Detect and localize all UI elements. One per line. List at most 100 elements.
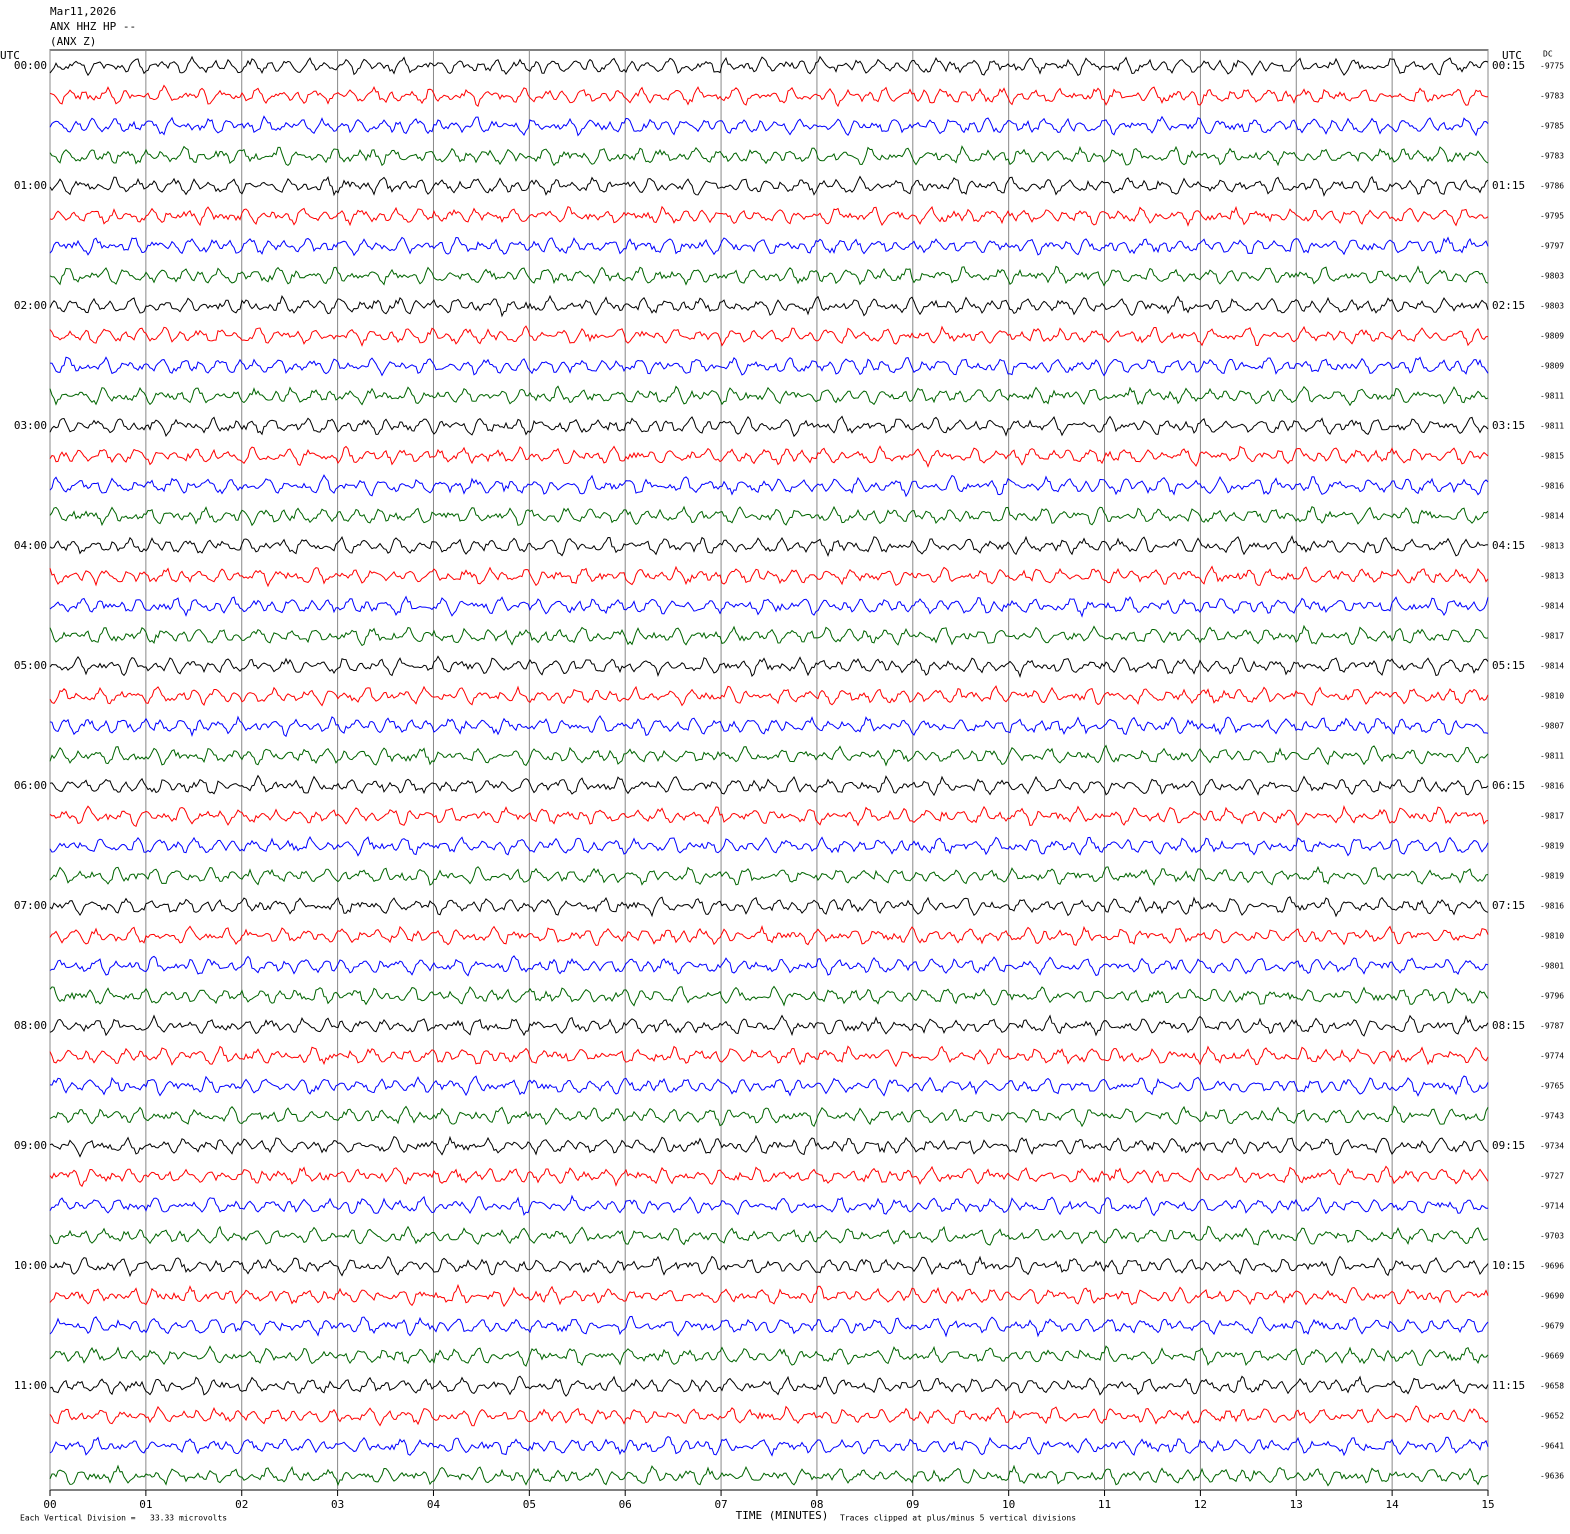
- trace: [49, 924, 1489, 947]
- x-tick-label: 04: [427, 1498, 441, 1511]
- x-tick-label: 01: [139, 1498, 152, 1511]
- trace: [49, 896, 1489, 918]
- trace: [49, 474, 1489, 498]
- dc-value: -9803: [1540, 272, 1564, 281]
- left-time: 09:00: [14, 1139, 47, 1152]
- dc-value: -9807: [1540, 722, 1564, 731]
- trace: [49, 1165, 1489, 1188]
- dc-value: -9743: [1540, 1112, 1564, 1121]
- x-tick-label: 02: [235, 1498, 248, 1511]
- trace: [49, 356, 1489, 377]
- dc-value: -9696: [1540, 1262, 1564, 1271]
- right-time: 07:15: [1492, 899, 1525, 912]
- dc-value: -9783: [1540, 92, 1564, 101]
- left-time: 06:00: [14, 779, 47, 792]
- left-time: 11:00: [14, 1379, 47, 1392]
- date: Mar11,2026: [50, 5, 116, 18]
- trace: [49, 205, 1489, 227]
- trace: [49, 985, 1489, 1007]
- dc-value: -9813: [1540, 572, 1564, 581]
- left-time: 04:00: [14, 539, 47, 552]
- trace: [49, 1225, 1489, 1246]
- x-tick-label: 09: [906, 1498, 919, 1511]
- left-time: 10:00: [14, 1259, 47, 1272]
- dc-value: -9796: [1540, 992, 1564, 1001]
- trace: [49, 565, 1489, 588]
- trace: [49, 1436, 1489, 1457]
- x-tick-label: 12: [1194, 1498, 1207, 1511]
- x-label: TIME (MINUTES): [736, 1509, 829, 1522]
- trace: [49, 265, 1489, 287]
- left-time: 03:00: [14, 419, 47, 432]
- right-label: UTC: [1502, 49, 1522, 62]
- dc-value: -9795: [1540, 212, 1564, 221]
- trace: [49, 955, 1489, 977]
- dc-value: -9785: [1540, 122, 1564, 131]
- dc-value: -9801: [1540, 962, 1564, 971]
- trace: [49, 744, 1489, 767]
- trace: [49, 415, 1489, 438]
- right-time: 02:15: [1492, 299, 1525, 312]
- trace: [49, 805, 1489, 828]
- x-tick-label: 15: [1481, 1498, 1494, 1511]
- right-time: 01:15: [1492, 179, 1525, 192]
- dc-value: -9679: [1540, 1322, 1564, 1331]
- trace: [49, 774, 1489, 797]
- dc-value: -9819: [1540, 842, 1564, 851]
- trace: [49, 145, 1489, 167]
- right-time: 10:15: [1492, 1259, 1525, 1272]
- station: ANX HHZ HP --: [50, 20, 136, 33]
- trace: [49, 505, 1489, 527]
- trace: [49, 1283, 1489, 1308]
- dc-value: -9669: [1540, 1352, 1564, 1361]
- dc-value: -9765: [1540, 1082, 1564, 1091]
- dc-value: -9816: [1540, 782, 1564, 791]
- trace: [49, 236, 1489, 257]
- dc-value: -9809: [1540, 332, 1564, 341]
- trace: [49, 655, 1489, 678]
- trace: [49, 1075, 1489, 1097]
- trace: [49, 1194, 1488, 1217]
- dc-value: -9641: [1540, 1442, 1564, 1451]
- trace: [49, 325, 1489, 347]
- dc-value: -9816: [1540, 482, 1564, 491]
- left-time: 01:00: [14, 179, 47, 192]
- left-label: UTC: [0, 49, 20, 62]
- footer-right: Traces clipped at plus/minus 5 vertical …: [840, 1514, 1076, 1523]
- x-tick-label: 14: [1386, 1498, 1400, 1511]
- dc-value: -9815: [1540, 452, 1564, 461]
- right-time: 11:15: [1492, 1379, 1525, 1392]
- trace: [49, 1255, 1489, 1278]
- dc-value: -9803: [1540, 302, 1564, 311]
- dc-value: -9658: [1540, 1382, 1564, 1391]
- x-tick-label: 07: [714, 1498, 727, 1511]
- trace: [49, 535, 1489, 558]
- dc-value: -9814: [1540, 602, 1564, 611]
- right-time: 00:15: [1492, 59, 1525, 72]
- dc-value: -9810: [1540, 692, 1564, 701]
- trace: [49, 1315, 1489, 1338]
- dc-value: -9809: [1540, 362, 1564, 371]
- trace: [49, 1464, 1489, 1487]
- trace: [49, 1105, 1489, 1128]
- trace: [49, 865, 1489, 887]
- trace: [49, 385, 1489, 407]
- dc-value: -9727: [1540, 1172, 1564, 1181]
- trace: [49, 294, 1489, 318]
- dc-value: -9786: [1540, 182, 1564, 191]
- left-time: 07:00: [14, 899, 47, 912]
- trace: [49, 445, 1489, 468]
- trace: [49, 175, 1489, 197]
- x-tick-label: 00: [43, 1498, 56, 1511]
- x-tick-label: 03: [331, 1498, 344, 1511]
- trace: [49, 685, 1489, 707]
- trace: [49, 715, 1489, 738]
- trace: [49, 1345, 1489, 1367]
- trace: [49, 115, 1489, 137]
- trace: [49, 1405, 1489, 1427]
- dc-value: -9774: [1540, 1052, 1564, 1061]
- dc-value: -9814: [1540, 512, 1564, 521]
- left-time: 02:00: [14, 299, 47, 312]
- component: (ANX Z): [50, 35, 96, 48]
